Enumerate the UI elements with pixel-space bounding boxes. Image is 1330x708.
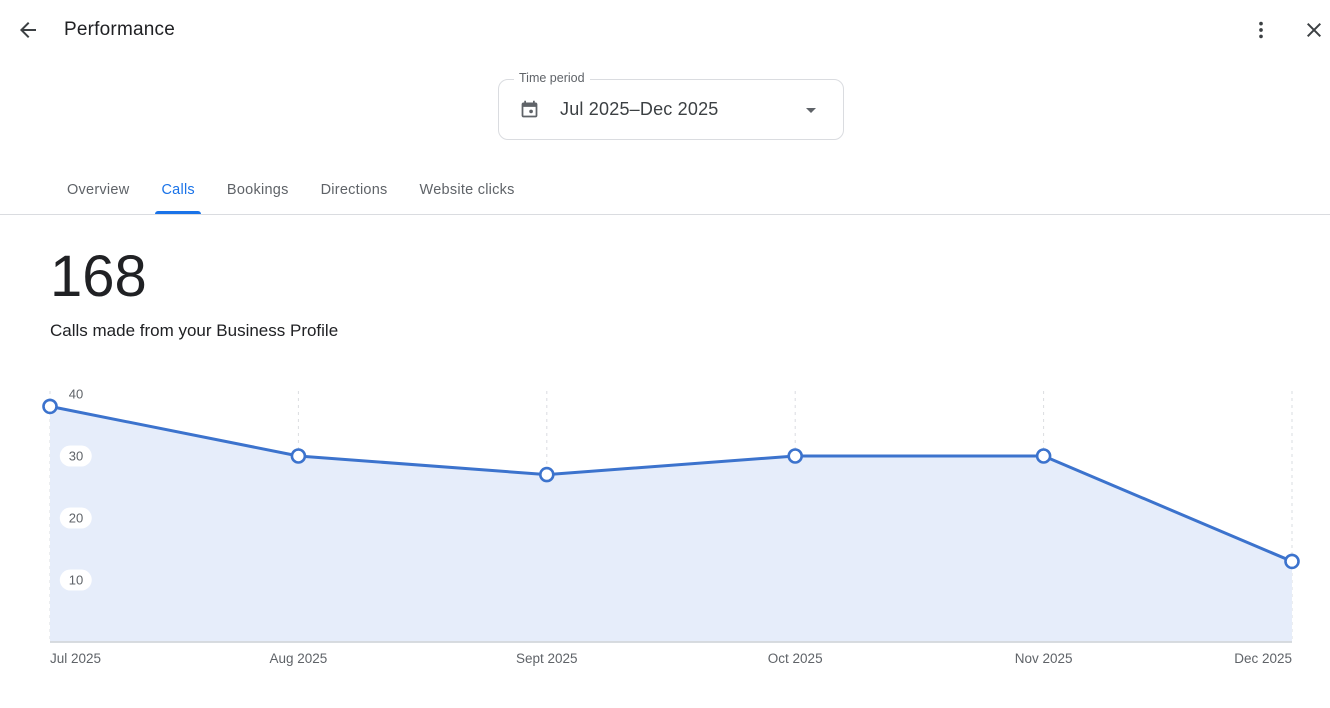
active-tab-indicator [155,210,201,214]
x-axis-label: Dec 2025 [1234,651,1292,666]
data-point[interactable] [1035,448,1052,464]
data-point[interactable] [290,448,307,464]
page-title: Performance [64,19,175,40]
tab-label: Overview [67,182,130,198]
kebab-menu-icon [1250,21,1272,44]
tab-label: Calls [161,182,195,198]
data-point[interactable] [538,466,555,483]
y-axis-label: 30 [59,445,93,467]
close-button[interactable] [1302,18,1326,42]
metric-value: 168 [50,244,147,309]
chart-area [50,406,1292,642]
x-axis-label: Jul 2025 [50,651,102,666]
metric-summary: 168 Calls made from your Business Profil… [50,246,338,341]
calls-chart: 40 30 20 10 Jul 2025 Aug 2025 Sept 2025 Oct 20… [0,383,1330,685]
chart-canvas [42,391,1300,643]
header: Performance [0,0,1330,60]
more-options-button[interactable] [1249,19,1273,43]
calendar-icon [519,99,540,120]
metric-description: Calls made from your Business Profile [50,321,339,340]
tab-website-clicks[interactable]: Website clicks [404,166,531,214]
time-period-label: Time period [514,71,590,85]
time-period-value: Jul 2025–Dec 2025 [560,99,719,119]
y-axis-label: 40 [59,383,93,405]
tab-overview[interactable]: Overview [51,166,145,214]
y-axis-label: 20 [59,507,93,529]
x-axis-label: Sept 2025 [516,651,578,666]
tab-label: Bookings [226,182,289,198]
y-axis-label: 10 [59,569,93,591]
x-axis-label: Oct 2025 [767,651,823,666]
data-point[interactable] [787,448,804,464]
x-axis-label: Nov 2025 [1014,651,1073,666]
caret-down-icon [799,98,823,122]
back-button[interactable] [16,18,40,42]
time-period-select[interactable]: Time period Jul 2025–Dec 2025 [498,71,844,140]
x-axis-label: Aug 2025 [269,651,328,666]
tab-label: Directions [320,182,388,198]
tab-label: Website clicks [419,182,515,198]
arrow-back-icon [16,22,40,45]
tab-calls[interactable]: Calls [145,166,210,214]
tab-bookings[interactable]: Bookings [211,166,305,214]
tab-directions[interactable]: Directions [305,166,404,214]
data-point[interactable] [42,398,58,415]
data-point[interactable] [1284,553,1300,570]
tab-bar: Overview Calls Bookings Directions Websi… [0,166,1330,215]
close-icon [1302,23,1326,45]
chart-line [48,404,1294,563]
